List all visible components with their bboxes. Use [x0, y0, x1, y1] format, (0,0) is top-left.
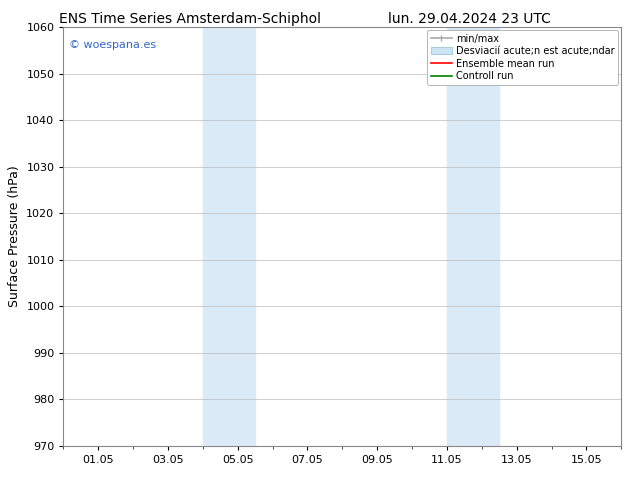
Y-axis label: Surface Pressure (hPa): Surface Pressure (hPa) [8, 166, 21, 307]
Bar [203, 27, 255, 446]
Text: © woespana.es: © woespana.es [69, 40, 156, 49]
Text: ENS Time Series Amsterdam-Schiphol: ENS Time Series Amsterdam-Schiphol [59, 12, 321, 26]
Text: lun. 29.04.2024 23 UTC: lun. 29.04.2024 23 UTC [388, 12, 550, 26]
Legend: min/max, Desviacií acute;n est acute;ndar, Ensemble mean run, Controll run: min/max, Desviacií acute;n est acute;nda… [427, 30, 618, 85]
Bar [447, 27, 500, 446]
